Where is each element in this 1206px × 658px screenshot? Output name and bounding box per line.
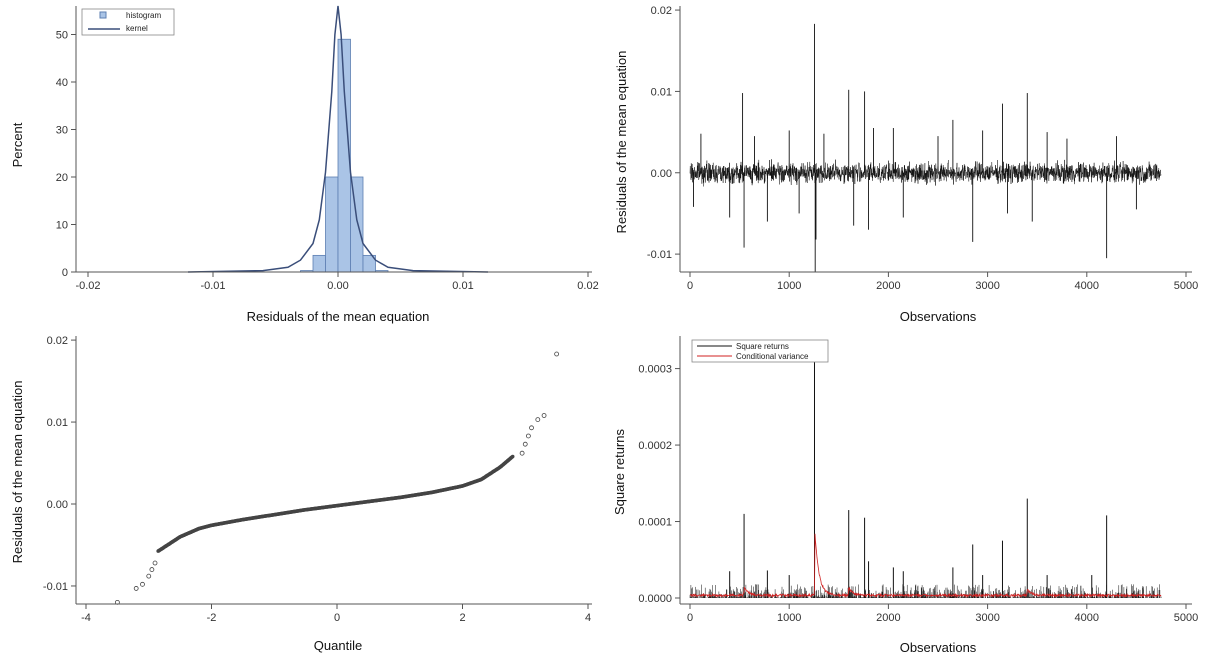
square-returns-x-tick-label: 1000: [777, 612, 801, 624]
square-returns-y-tick-label: 0.0001: [638, 517, 672, 529]
residuals-series-x-tick-label: 1000: [777, 280, 801, 292]
residuals-series-y-tick-label: 0.00: [651, 168, 672, 180]
residuals-series-line: [689, 159, 1162, 187]
qq-y-tick-label: 0.00: [47, 499, 68, 511]
residuals-series-y-axis-label: Residuals of the mean equation: [614, 51, 629, 234]
square-returns-y-tick-label: 0.0002: [638, 440, 672, 452]
square-returns-y-tick-label: 0.0000: [638, 593, 672, 605]
legend-histogram-swatch: [99, 11, 107, 19]
histogram-x-tick-label: 0.01: [452, 280, 473, 292]
square-returns-y-tick-label: 0.0003: [638, 364, 672, 376]
qq-x-tick-label: 4: [585, 612, 591, 624]
histogram-bar: [325, 176, 339, 273]
residuals-series-panel: 0 1000 2000 3000 4000 5000 -0.01 0.00 0.01 0.02 O…: [614, 5, 1198, 324]
residuals-series-axes: 0 1000 2000 3000 4000 5000 -0.01 0.00 0.01 0.02: [647, 5, 1198, 292]
square-returns-y-axis-label: Square returns: [612, 429, 627, 515]
legend-conditional-variance-label: Conditional variance: [736, 352, 809, 361]
qq-x-tick-label: 2: [459, 612, 465, 624]
square-returns-x-tick-label: 0: [687, 612, 693, 624]
histogram-bars: [300, 38, 389, 273]
histogram-y-axis-label: Percent: [10, 122, 25, 167]
residuals-series-y-tick-label: 0.02: [651, 5, 672, 17]
histogram-y-tick-label: 10: [56, 220, 68, 232]
qq-outlier-point: [541, 413, 547, 418]
histogram-y-tick-label: 50: [56, 30, 68, 42]
square-returns-baseline-noise: [689, 584, 1162, 598]
histogram-x-tick-label: -0.02: [75, 280, 100, 292]
legend-box: [81, 8, 175, 36]
qq-outlier-point: [152, 560, 158, 566]
legend-histogram-label: histogram: [126, 11, 161, 20]
residuals-series-x-tick-label: 0: [687, 280, 693, 292]
histogram-x-tick-label: 0.00: [327, 280, 348, 292]
histogram-y-tick-label: 0: [62, 267, 68, 279]
histogram-x-tick-label: -0.01: [200, 280, 225, 292]
square-returns-spikes: [729, 341, 1108, 598]
qq-y-tick-label: -0.01: [43, 581, 68, 593]
residuals-series-x-tick-label: 2000: [876, 280, 900, 292]
residuals-spikes: [693, 23, 1137, 272]
square-returns-x-tick-label: 4000: [1075, 612, 1099, 624]
histogram-y-tick-label: 40: [56, 77, 68, 89]
qq-x-tick-label: 0: [334, 612, 340, 624]
qq-outlier-point: [146, 573, 152, 579]
conditional-variance-line: [689, 533, 1162, 598]
qq-y-tick-label: 0.01: [47, 417, 68, 429]
residuals-series-x-tick-label: 3000: [975, 280, 999, 292]
qq-y-axis-label: Residuals of the mean equation: [10, 381, 25, 564]
histogram-panel: -0.02 -0.01 0.00 0.01 0.02 0 10 20 30 40 50 histog…: [10, 5, 599, 324]
qq-x-tick-label: -2: [207, 612, 217, 624]
qq-outlier-point: [140, 581, 145, 587]
qq-outlier-point: [522, 441, 528, 447]
qq-y-tick-label: 0.02: [47, 335, 68, 347]
legend-kernel-label: kernel: [126, 24, 148, 33]
histogram-legend: histogram kernel: [81, 8, 175, 36]
histogram-y-tick-label: 20: [56, 172, 68, 184]
square-returns-x-tick-label: 2000: [876, 612, 900, 624]
residuals-series-x-axis-label: Observations: [900, 309, 977, 324]
residuals-series-y-tick-label: -0.01: [647, 249, 672, 261]
qq-outlier-point: [519, 450, 525, 456]
histogram-y-tick-label: 30: [56, 125, 68, 137]
qq-outlier-point: [529, 425, 534, 431]
square-returns-x-tick-label: 5000: [1174, 612, 1198, 624]
histogram-x-axis-label: Residuals of the mean equation: [247, 309, 430, 324]
square-returns-panel: 0 1000 2000 3000 4000 5000 0.0000 0.0001 0.0002 0…: [612, 336, 1198, 655]
residuals-series-x-tick-label: 4000: [1075, 280, 1099, 292]
qq-outlier-point: [133, 586, 139, 591]
qq-x-axis-label: Quantile: [314, 638, 362, 653]
qq-outlier-point: [554, 351, 560, 357]
qq-plot-axes: -4 -2 0 2 4 -0.01 0.00 0.01 0.02: [43, 335, 592, 624]
square-returns-x-tick-label: 3000: [975, 612, 999, 624]
square-returns-axes: 0 1000 2000 3000 4000 5000 0.0000 0.0001 0.0002 0…: [638, 336, 1198, 624]
qq-outlier-point: [535, 417, 541, 422]
qq-outlier-point: [149, 567, 155, 572]
residuals-series-x-tick-label: 5000: [1174, 280, 1198, 292]
qq-points: [114, 351, 560, 605]
square-returns-x-axis-label: Observations: [900, 640, 977, 655]
qq-plot-panel: -4 -2 0 2 4 -0.01 0.00 0.01 0.02 Quantile Residu…: [10, 335, 592, 653]
histogram-axes: -0.02 -0.01 0.00 0.01 0.02 0 10 20 30 40 50: [56, 6, 599, 292]
legend-square-returns-label: Square returns: [736, 342, 789, 351]
qq-outlier-point: [525, 433, 531, 439]
square-returns-legend: Square returns Conditional variance: [691, 339, 829, 363]
histogram-bar: [312, 254, 326, 273]
residuals-series-y-tick-label: 0.01: [651, 86, 672, 98]
qq-x-tick-label: -4: [81, 612, 91, 624]
kernel-density-line: [187, 5, 489, 273]
qq-point: [510, 454, 515, 459]
histogram-x-tick-label: 0.02: [577, 280, 598, 292]
